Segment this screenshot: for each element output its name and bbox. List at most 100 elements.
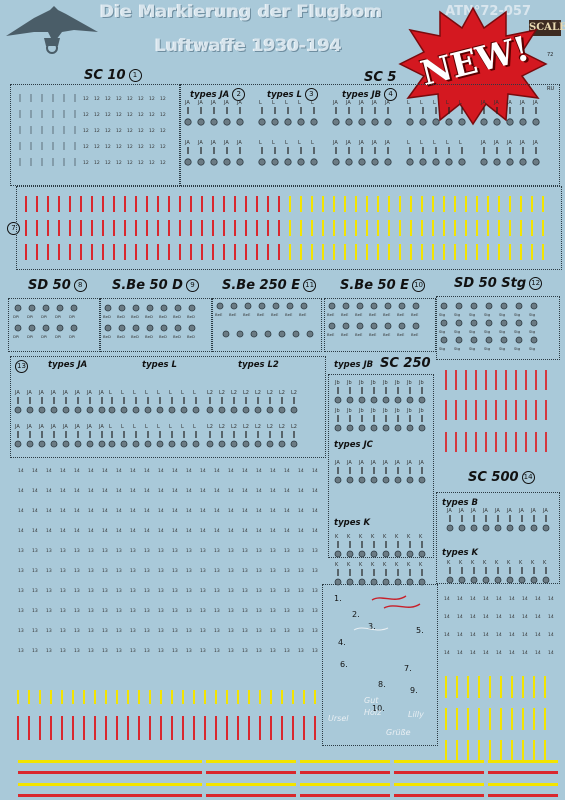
sc250-small-code: 13 bbox=[102, 568, 108, 574]
sc250-small-code: 13 bbox=[74, 588, 80, 594]
sc50-roundel bbox=[345, 118, 353, 126]
sc250-small-code: 13 bbox=[116, 588, 122, 594]
sc250-ja-roundel bbox=[74, 406, 82, 414]
sc250-jc-code: JA bbox=[334, 460, 340, 466]
sc250-small-code: 13 bbox=[158, 548, 164, 554]
sc250-small-code: 13 bbox=[130, 568, 136, 574]
sc250-ja-roundel bbox=[26, 440, 34, 448]
sc250-small-code: 14 bbox=[158, 528, 164, 534]
sc250-l-roundel bbox=[132, 440, 140, 448]
sd50stg-roundel bbox=[470, 336, 478, 344]
sc250-l2-code: L2 bbox=[267, 390, 273, 396]
sc500-k-code: K bbox=[519, 560, 523, 566]
sc10-code: 12 bbox=[83, 112, 89, 118]
sbe50e-title: S.Be 50 E 10 bbox=[340, 278, 426, 293]
sheet-title: Die Markierung der Flugbom bbox=[100, 2, 383, 22]
sc250-small-code: 14 bbox=[158, 508, 164, 514]
sc250-small-code: 13 bbox=[46, 648, 52, 654]
sc250-small-code: 13 bbox=[116, 608, 122, 614]
sc250-small-code: 14 bbox=[60, 468, 66, 474]
sc250-small-code: 14 bbox=[88, 528, 94, 534]
sc250-jb-roundel bbox=[334, 424, 342, 432]
sc250-l2-roundel bbox=[290, 440, 298, 448]
sc500-b-roundel bbox=[470, 524, 478, 532]
sbe50d-roundel bbox=[132, 304, 140, 312]
sc500-small-code: 14 bbox=[509, 596, 515, 602]
sc10-code: 12 bbox=[116, 160, 122, 166]
bottom-red-bar bbox=[488, 771, 558, 774]
sc250-small-code: 14 bbox=[88, 488, 94, 494]
sbe50e-roundel bbox=[328, 322, 336, 330]
sd50-roundel bbox=[70, 324, 78, 332]
sbe50d-roundel bbox=[188, 304, 196, 312]
sc500-b-roundel bbox=[518, 524, 526, 532]
note-word-holz: Holz bbox=[364, 708, 382, 717]
sc250-k-code: K bbox=[359, 534, 363, 540]
sbe50e-code: BeE bbox=[383, 312, 391, 317]
sc500-k-code: K bbox=[459, 560, 463, 566]
sc250-small-code: 14 bbox=[172, 488, 178, 494]
sc250-l-code: L bbox=[145, 390, 148, 396]
bottom-red-bar bbox=[300, 771, 390, 774]
sc50-type-code: L bbox=[298, 100, 301, 106]
sc250-ja-code: JA bbox=[62, 424, 68, 430]
sc50-roundel bbox=[345, 158, 353, 166]
sc250-ja-roundel bbox=[38, 406, 46, 414]
sc50-roundel bbox=[532, 158, 540, 166]
sbe250e-code: BeE bbox=[215, 312, 223, 317]
sc250-jc-code: JA bbox=[418, 460, 424, 466]
sc10-code: 12 bbox=[116, 144, 122, 150]
sc250-k-roundel bbox=[370, 578, 378, 586]
sc50-roundel bbox=[258, 158, 266, 166]
sbe50d-code: BeD bbox=[103, 314, 111, 319]
sc250-l-roundel bbox=[120, 440, 128, 448]
sd50-roundel bbox=[70, 304, 78, 312]
sd50-code: DPi bbox=[27, 314, 33, 319]
sc250-jb-code: Jb bbox=[358, 408, 364, 414]
sc250-small-code: 14 bbox=[144, 528, 150, 534]
sc250-small-code: 14 bbox=[88, 468, 94, 474]
sc250-small-code: 14 bbox=[284, 528, 290, 534]
sc250-l-code: L bbox=[133, 390, 136, 396]
sc50-roundel bbox=[297, 158, 305, 166]
sbe250e-lower-roundel bbox=[222, 330, 230, 338]
sc250-small-code: 14 bbox=[186, 508, 192, 514]
sc250-small-code: 14 bbox=[312, 468, 318, 474]
sc250-small-code: 13 bbox=[88, 588, 94, 594]
sc250-small-code: 13 bbox=[228, 608, 234, 614]
sc50-type-code: JA bbox=[236, 140, 242, 146]
sc50-roundel bbox=[493, 158, 501, 166]
sc250-small-code: 13 bbox=[200, 568, 206, 574]
sc250-ja-roundel bbox=[86, 406, 94, 414]
sc250-small-code: 13 bbox=[144, 608, 150, 614]
sc250-k-code: K bbox=[395, 534, 399, 540]
sc500-title: SC 500 14 bbox=[468, 470, 535, 485]
sbe50d-code: BeD bbox=[145, 334, 153, 339]
sc250-l-code: L bbox=[109, 390, 112, 396]
sc50-type-code: L bbox=[420, 100, 423, 106]
sc250-l2-roundel bbox=[218, 440, 226, 448]
sc250-l-roundel bbox=[168, 406, 176, 414]
sc250-small-code: 14 bbox=[270, 468, 276, 474]
sd50stg-code: Stg bbox=[469, 346, 476, 351]
sc250-small-code: 14 bbox=[18, 528, 24, 534]
sd50-code: DPi bbox=[27, 334, 33, 339]
sc250-k-code: K bbox=[419, 562, 423, 568]
sc250-k-roundel bbox=[418, 578, 426, 586]
sc50-type-code: JA bbox=[480, 100, 486, 106]
sc250-k-roundel bbox=[334, 578, 342, 586]
sc250-small-code: 14 bbox=[18, 488, 24, 494]
sc250-ja-code: JA bbox=[74, 424, 80, 430]
sc250-k-roundel bbox=[346, 550, 354, 558]
sd50stg-roundel bbox=[515, 302, 523, 310]
sc250-l2-roundel bbox=[206, 406, 214, 414]
sc250-l-code: L bbox=[181, 424, 184, 430]
sc250-jb-box bbox=[328, 374, 434, 558]
sbe50e-box bbox=[324, 298, 436, 352]
sc250-l2-code: L2 bbox=[231, 390, 237, 396]
sc250-small-code: 14 bbox=[116, 508, 122, 514]
sc50-type-code: L bbox=[259, 140, 262, 146]
sc50-roundel bbox=[371, 158, 379, 166]
sc250-small-code: 14 bbox=[298, 488, 304, 494]
sc250-l2-code: L2 bbox=[291, 424, 297, 430]
